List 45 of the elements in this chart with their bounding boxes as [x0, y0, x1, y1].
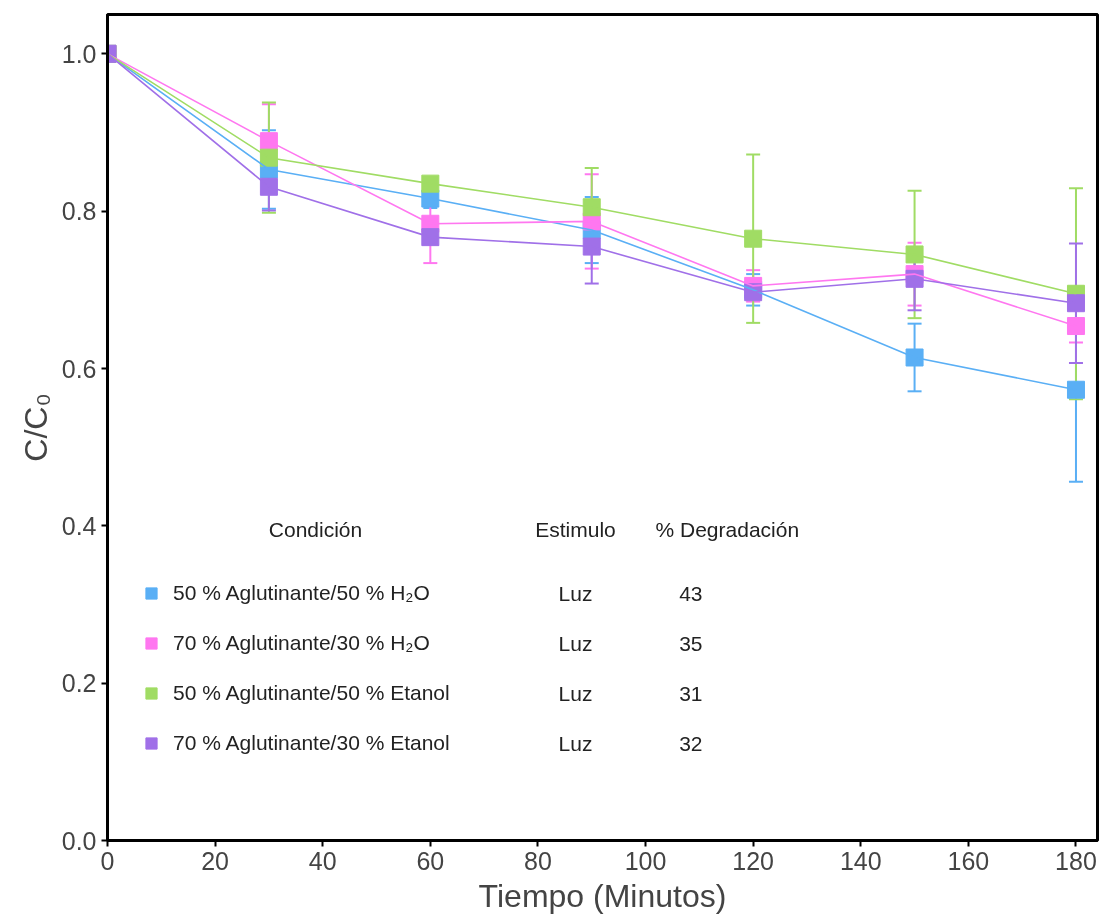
point: [582, 237, 601, 256]
legend-label: 50 % Aglutinante/50 % Etanol: [173, 680, 450, 706]
point: [259, 148, 278, 167]
x-tick-label: 140: [839, 846, 882, 875]
x-tick-label: 0: [100, 846, 115, 875]
annotation: Luz: [558, 732, 593, 755]
point: [1066, 380, 1085, 399]
annotation: Estimulo: [535, 518, 616, 541]
annotation: % Degradación: [655, 518, 800, 541]
y-tick-label: 0.6: [61, 354, 97, 383]
x-tick-label: 100: [624, 846, 667, 875]
x-tick-label: 180: [1055, 846, 1097, 875]
point: [744, 229, 763, 248]
y-tick-label: 0.4: [61, 511, 97, 540]
point: [582, 198, 601, 217]
annotation: Luz: [558, 582, 593, 605]
x-tick-label: 160: [947, 846, 990, 875]
x-tick-label: 40: [308, 846, 337, 875]
x-tick-label: 20: [201, 846, 230, 875]
x-tick-label: 60: [416, 846, 445, 875]
annotation: Luz: [558, 682, 593, 705]
point: [1066, 294, 1085, 313]
point: [1066, 317, 1085, 336]
y-tick-label: 0.2: [61, 669, 97, 698]
y-tick-label: 0.0: [61, 826, 97, 855]
annotation: Luz: [558, 632, 593, 655]
legend-label: 50 % Aglutinante/50 % H₂O: [173, 580, 430, 606]
annotation: 35: [679, 631, 703, 655]
annotation: 43: [679, 581, 703, 605]
y-tick-label: 0.8: [61, 197, 97, 226]
point: [259, 177, 278, 196]
annotation: 31: [679, 681, 703, 705]
annotation: Condición: [268, 518, 363, 541]
legend-label: 70 % Aglutinante/30 % Etanol: [173, 730, 450, 756]
point: [421, 174, 440, 193]
x-tick-label: 120: [732, 846, 775, 875]
legend-label: 70 % Aglutinante/30 % H₂O: [173, 630, 430, 656]
x-tick-label: 80: [524, 846, 552, 875]
point: [905, 348, 924, 367]
annotation: 32: [679, 731, 703, 755]
y-axis-title: C/C₀: [17, 393, 54, 462]
point: [421, 228, 440, 247]
y-tick-label: 1.0: [61, 39, 97, 68]
x-axis-title: Tiempo (Minutos): [478, 877, 727, 914]
point: [905, 245, 924, 264]
